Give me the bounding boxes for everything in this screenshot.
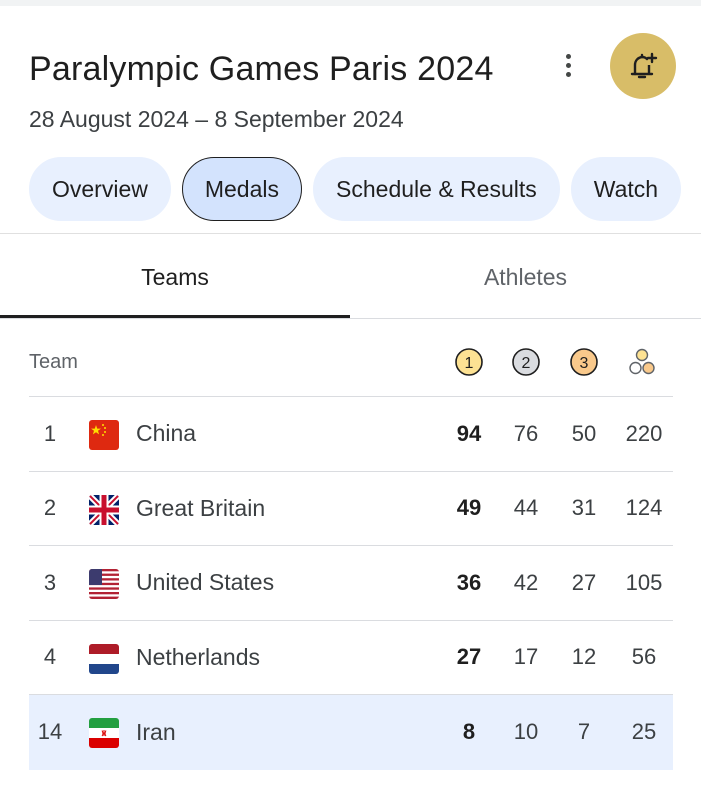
china-flag-icon bbox=[89, 420, 119, 450]
silver-medal-icon: 2 bbox=[512, 348, 540, 376]
svg-text:2: 2 bbox=[522, 355, 531, 372]
rank: 3 bbox=[43, 569, 57, 595]
chip-schedule-results[interactable]: Schedule & Results bbox=[313, 157, 560, 221]
total-count: 25 bbox=[631, 719, 657, 745]
netherlands-flag-icon bbox=[89, 643, 119, 674]
rank: 4 bbox=[43, 644, 57, 670]
table-row[interactable]: 14 Iran 8 10 7 25 bbox=[29, 695, 673, 770]
page-title: Paralympic Games Paris 2024 bbox=[29, 50, 494, 88]
country-name: Great Britain bbox=[136, 494, 266, 521]
total-count: 124 bbox=[625, 495, 663, 521]
bronze-count: 27 bbox=[571, 569, 597, 595]
total-medals-icon bbox=[629, 348, 655, 375]
gold-count: 36 bbox=[456, 569, 482, 595]
table-header: Team 1 2 3 bbox=[29, 325, 673, 397]
top-edge bbox=[0, 0, 701, 6]
iran-flag-icon bbox=[89, 718, 119, 748]
great-britain-flag-icon bbox=[89, 494, 119, 525]
silver-count: 10 bbox=[513, 719, 539, 745]
svg-text:1: 1 bbox=[465, 355, 474, 372]
bronze-count: 12 bbox=[571, 644, 597, 670]
country-name: China bbox=[136, 420, 197, 447]
table-row[interactable]: 2 Great Britain 49 44 31 124 bbox=[29, 472, 673, 546]
bronze-count: 31 bbox=[571, 495, 597, 521]
divider bbox=[0, 233, 701, 234]
table-row[interactable]: 4 Netherlands 27 17 12 56 bbox=[29, 621, 673, 695]
tab-teams[interactable]: Teams bbox=[141, 263, 209, 290]
country-name: United States bbox=[136, 569, 275, 596]
table-row[interactable]: 3 United States 36 42 27 105 bbox=[29, 546, 673, 621]
gold-count: 27 bbox=[456, 644, 482, 670]
rank: 1 bbox=[43, 420, 57, 446]
chip-overview[interactable]: Overview bbox=[29, 157, 171, 221]
total-count: 220 bbox=[625, 420, 663, 446]
country-name: Netherlands bbox=[136, 643, 261, 670]
gold-count: 49 bbox=[456, 495, 482, 521]
silver-count: 76 bbox=[513, 420, 539, 446]
gold-count: 94 bbox=[456, 420, 482, 446]
bronze-count: 7 bbox=[577, 719, 591, 745]
medal-table: Team 1 2 3 1 China 94 bbox=[29, 325, 673, 770]
chip-medals[interactable]: Medals bbox=[181, 157, 303, 221]
more-vert-icon bbox=[565, 53, 571, 59]
total-count: 105 bbox=[625, 569, 663, 595]
bronze-medal-icon: 3 bbox=[570, 348, 598, 376]
silver-count: 44 bbox=[513, 495, 539, 521]
rank: 2 bbox=[43, 495, 57, 521]
svg-text:3: 3 bbox=[580, 355, 589, 372]
total-count: 56 bbox=[631, 644, 657, 670]
section-chips: Overview Medals Schedule & Results Watch bbox=[29, 157, 682, 221]
united-states-flag-icon bbox=[89, 569, 119, 599]
bell-plus-icon bbox=[630, 52, 658, 79]
chip-watch[interactable]: Watch bbox=[570, 157, 682, 221]
gold-count: 8 bbox=[462, 719, 476, 745]
silver-count: 17 bbox=[513, 644, 539, 670]
selected-tab-indicator bbox=[0, 315, 350, 319]
gold-medal-icon: 1 bbox=[455, 348, 483, 376]
team-column-header: Team bbox=[29, 351, 78, 373]
more-options-button[interactable] bbox=[553, 48, 583, 82]
table-row[interactable]: 1 China 94 76 50 220 bbox=[29, 397, 673, 472]
tab-athletes[interactable]: Athletes bbox=[483, 263, 568, 290]
medal-subtabs: Teams Athletes bbox=[0, 234, 701, 320]
country-name: Iran bbox=[136, 718, 176, 745]
bronze-count: 50 bbox=[571, 420, 597, 446]
silver-count: 42 bbox=[513, 569, 539, 595]
event-dates: 28 August 2024 – 8 September 2024 bbox=[29, 106, 404, 132]
follow-notifications-button[interactable] bbox=[610, 33, 676, 99]
rank: 14 bbox=[37, 719, 63, 745]
divider bbox=[0, 318, 701, 319]
